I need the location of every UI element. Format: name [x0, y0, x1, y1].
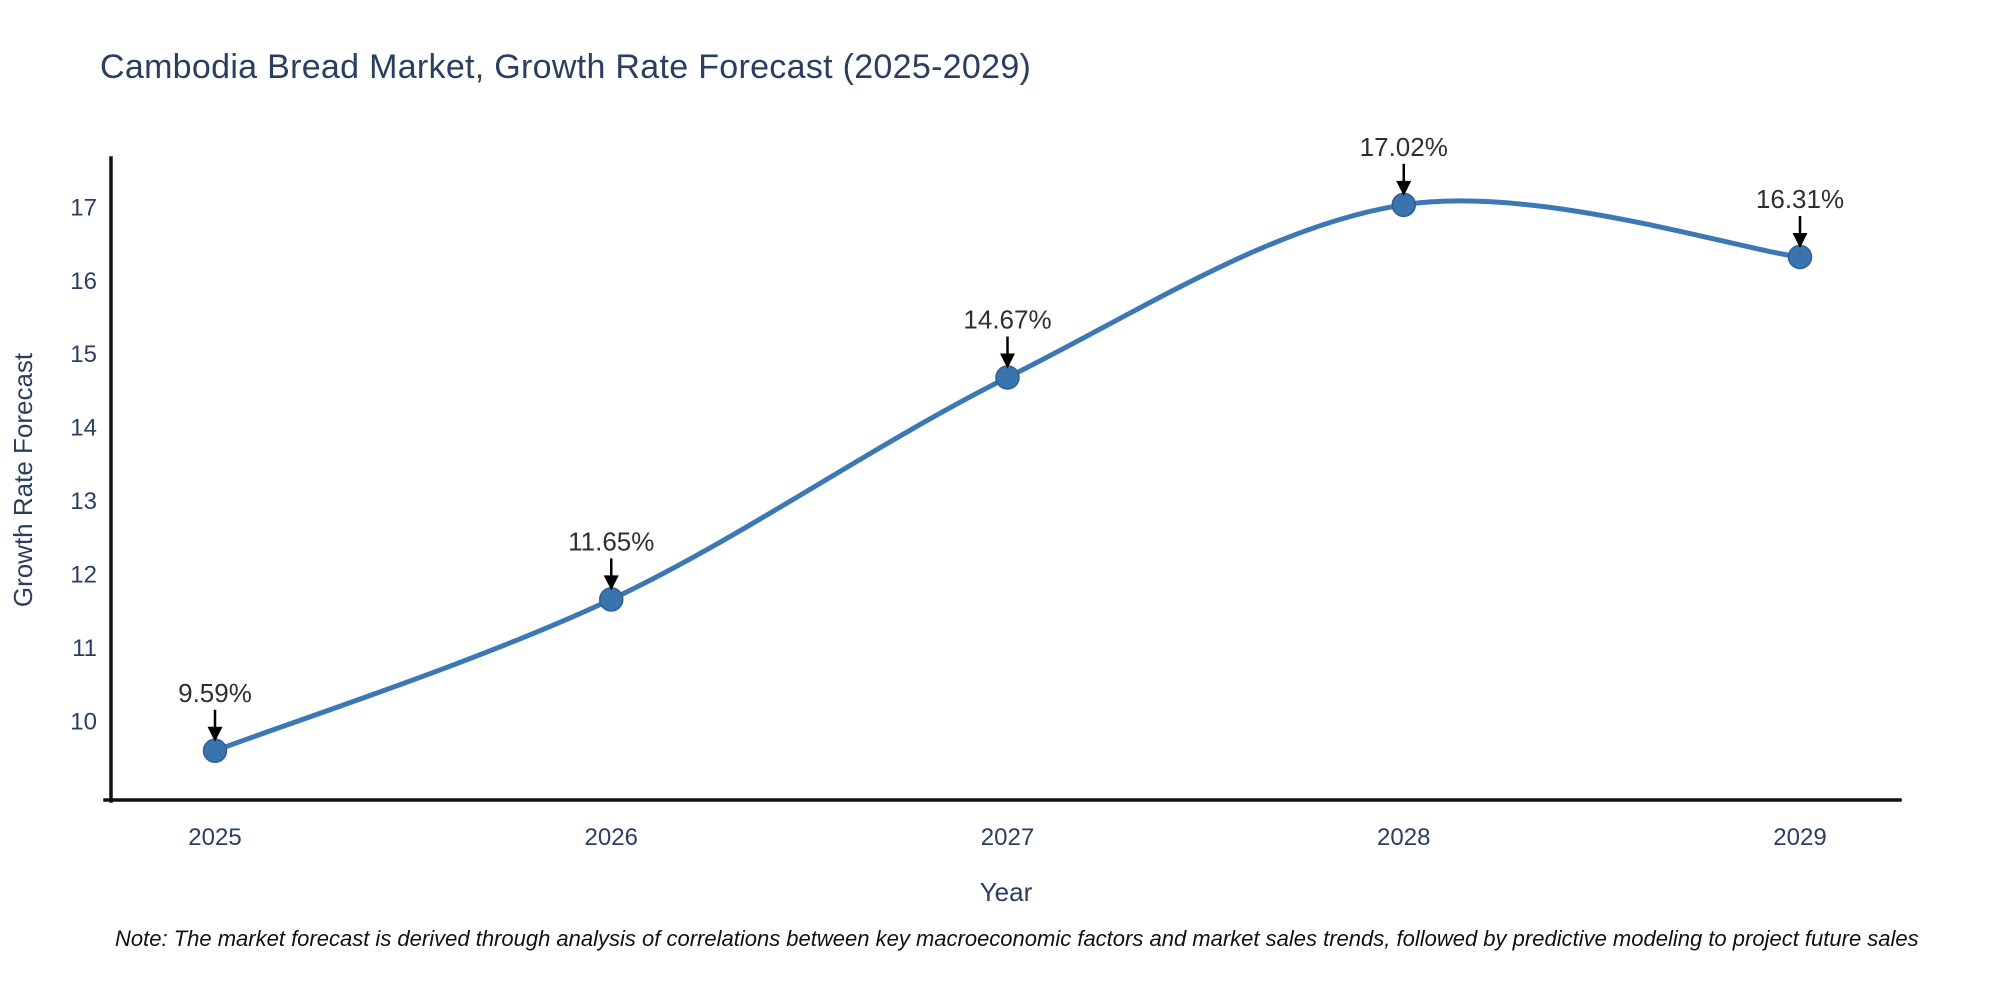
y-axis-title: Growth Rate Forecast	[8, 352, 38, 607]
annotation-arrowhead	[1000, 353, 1015, 369]
y-tick-label: 14	[70, 415, 97, 442]
y-tick-label: 12	[70, 562, 97, 589]
x-axis-title: Year	[980, 877, 1033, 907]
data-point[interactable]	[1787, 244, 1813, 270]
annotation-label: 11.65%	[568, 526, 654, 556]
x-tick-label: 2028	[1377, 824, 1430, 851]
y-tick-label: 11	[72, 635, 97, 662]
data-point[interactable]	[202, 738, 228, 764]
annotation-label: 17.02%	[1360, 132, 1448, 162]
x-tick-label: 2026	[585, 824, 638, 851]
annotation-arrowhead	[1792, 232, 1808, 248]
y-tick-label: 15	[70, 341, 97, 368]
y-tick-label: 16	[70, 268, 97, 295]
annotation-arrowhead	[207, 726, 223, 742]
chart-title: Cambodia Bread Market, Growth Rate Forec…	[100, 48, 1031, 86]
annotation: 14.67%	[963, 304, 1052, 369]
annotation-label: 14.67%	[963, 304, 1051, 334]
growth-rate-line-series	[212, 198, 1803, 754]
y-tick-label: 13	[70, 488, 97, 515]
data-point[interactable]	[1391, 192, 1416, 218]
footnote: Note: The market forecast is derived thr…	[115, 926, 1919, 951]
annotation-label: 16.31%	[1756, 184, 1844, 214]
x-axis-tick-labels: 2025 2026 2027 2028 2029	[188, 824, 1826, 851]
data-point-markers	[202, 192, 1813, 764]
x-tick-label: 2027	[981, 824, 1034, 851]
annotation: 11.65%	[568, 526, 654, 591]
annotation-arrowhead	[603, 575, 619, 591]
annotation-label: 9.59%	[178, 678, 252, 708]
data-point[interactable]	[599, 587, 624, 612]
data-point[interactable]	[995, 365, 1020, 390]
data-point-annotations: 9.59% 11.65% 14.67% 17.02% 16.31%	[178, 132, 1844, 742]
annotation: 9.59%	[178, 678, 252, 742]
x-tick-label: 2029	[1773, 824, 1826, 851]
y-axis-tick-labels: 10 11 12 13 14 15 16 17	[70, 194, 97, 735]
y-tick-label: 10	[70, 709, 97, 736]
y-tick-label: 17	[70, 194, 97, 221]
x-tick-label: 2025	[188, 824, 241, 851]
annotation-arrowhead	[1396, 180, 1412, 196]
annotation: 16.31%	[1756, 184, 1844, 248]
annotation: 17.02%	[1360, 132, 1448, 196]
